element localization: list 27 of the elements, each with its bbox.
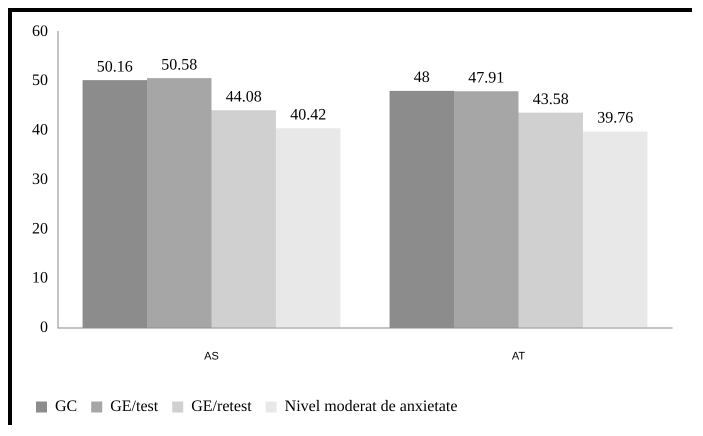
y-tick-label: 50	[32, 72, 48, 90]
legend-label: GE/retest	[191, 398, 252, 416]
bar	[276, 128, 340, 328]
legend-label: GE/test	[110, 398, 159, 416]
x-tick-label: AS	[204, 350, 219, 362]
y-tick-label: 40	[32, 122, 48, 139]
bar	[212, 110, 276, 328]
data-label: 48	[414, 69, 430, 86]
data-label: 43.58	[532, 90, 569, 108]
bar	[147, 78, 212, 328]
bar	[518, 112, 583, 328]
x-tick-label: AT	[512, 350, 526, 362]
data-label: 44.08	[226, 88, 262, 106]
data-label: 50.16	[96, 58, 133, 76]
legend-label: GC	[55, 398, 78, 416]
y-tick-label: 0	[40, 319, 48, 336]
y-tick-label: 20	[32, 220, 48, 238]
y-tick-label: 10	[32, 270, 48, 287]
y-tick-label: 30	[32, 170, 48, 188]
data-label: 40.42	[290, 106, 326, 124]
data-label: 47.91	[468, 69, 504, 86]
legend-label: Nivel moderat de anxietate	[284, 398, 458, 416]
data-label: 39.76	[597, 110, 634, 127]
data-label: 50.58	[161, 56, 198, 74]
bar	[582, 132, 648, 328]
bar	[454, 91, 518, 328]
y-tick-label: 60	[32, 22, 48, 40]
